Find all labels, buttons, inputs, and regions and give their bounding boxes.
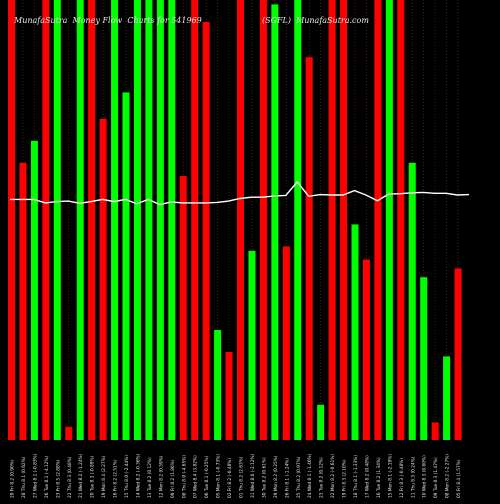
x-tick-label: 19 Mon 8.4 (2.27%) — [101, 455, 107, 498]
x-tick-label: 06 Tue 8.1 (-0.25%) — [204, 455, 210, 498]
bar-down — [179, 176, 187, 440]
x-tick-label: 26 Fri 8.1 (-1.24%) — [284, 458, 290, 498]
x-tick-label: 18 Thu 8.1 (-1.33%) — [353, 455, 359, 498]
bar-up — [317, 404, 325, 440]
x-tick-label: 07 Wed 8.4 (3.82%) — [193, 455, 199, 498]
bar-up — [214, 330, 222, 440]
x-tick-label: 01 Thu 8.2 (2.63%) — [239, 456, 245, 498]
x-tick-label: 19 Fri 8.3 (2.10%) — [342, 459, 348, 498]
bar-down — [42, 0, 50, 440]
chart-title: MunafaSutra Money Flow Charts for 541969 — [14, 16, 202, 25]
bar-down — [305, 57, 313, 440]
x-tick-label: 12 Mon 8.2 (0.59%) — [158, 455, 164, 498]
bar-up — [30, 140, 38, 441]
x-tick-label: 24 Wed 8.1 (-1.46%) — [307, 453, 313, 498]
bar-up — [133, 0, 141, 440]
bar-up — [420, 277, 428, 440]
x-tick-label: 14 Wed 8.2 (-0.36%) — [135, 453, 141, 498]
x-tick-label: 05 Mon 8.1 (-0.73%) — [216, 454, 222, 498]
bar-down — [259, 0, 267, 440]
x-tick-label: 02 Fri 8.2 (-0.48%) — [227, 458, 233, 498]
x-tick-label: 12 Fri 8.3 (-0.48%) — [399, 458, 405, 498]
x-tick-label: 22 Mon 8.2 (-0.61%) — [330, 454, 336, 498]
bar-down — [328, 0, 336, 440]
x-tick-label: 15 Mon 8.1 (-2.19%) — [387, 454, 393, 498]
bar-down — [19, 162, 27, 441]
bar-up — [443, 356, 451, 440]
bar-down — [191, 0, 199, 440]
bar-down — [99, 118, 107, 441]
bar-down — [431, 422, 439, 440]
x-tick-label: 27 Wed 8.1 (-0.83%) — [32, 453, 38, 498]
bar-down — [237, 0, 244, 440]
bar-down — [340, 0, 348, 440]
x-tick-label: 10 Wed 8.3 (0.00%) — [422, 455, 428, 498]
x-tick-label: 20 Tue 8.3 (-0.89%) — [90, 455, 96, 498]
bar-down — [362, 259, 370, 440]
x-tick-label: 09 Tue 8.3 (1.47%) — [433, 457, 439, 498]
bar-up — [168, 0, 176, 440]
bar-down — [8, 0, 15, 440]
price-line — [10, 180, 470, 206]
x-tick-label: 29 Mon 8.2 (0.25%) — [273, 455, 279, 498]
x-tick-label: 22 Thu 8.3 (0.48%) — [67, 456, 73, 498]
x-tick-label: 23 Fri 8.5 (2.88%) — [55, 459, 61, 498]
bar-up — [248, 250, 256, 440]
bar-up — [351, 224, 359, 440]
x-tick-label: 16 Fri 8.2 (2.51%) — [113, 459, 119, 498]
bar-up — [145, 0, 153, 440]
x-tick-label: 31 Wed 8.0 (-2.12%) — [250, 453, 256, 498]
x-tick-label: 28 Thu 8.1 (0.62%) — [21, 456, 27, 498]
bar-down — [397, 0, 405, 440]
bar-up — [53, 0, 61, 440]
bar-up — [111, 0, 119, 440]
x-tick-label: 17 Wed 8.2 (0.48%) — [364, 455, 370, 498]
x-tick-label: 05 Fri 8.4 (1.57%) — [456, 459, 462, 498]
bar-up — [408, 162, 416, 441]
x-tick-label: 16 Tue 8.2 (1.34%) — [376, 457, 382, 498]
x-tick-label: 11 Thu 8.3 (0.24%) — [410, 456, 416, 498]
bar-up — [385, 0, 393, 440]
x-tick-label: 08 Mon 8.2 (-2.27%) — [445, 454, 451, 498]
x-tick-label: 08 Thu 8.0 (-4.65%) — [181, 455, 187, 498]
bar-down — [282, 246, 290, 440]
bar-down — [88, 0, 96, 440]
x-tick-label: 29 Fri 8.2 (0.90%) — [10, 459, 16, 498]
x-tick-label: 30 Tue 8.2 (0.61%) — [261, 457, 267, 498]
bar-down — [454, 268, 462, 440]
x-tick-label: 15 Thu 8.0 (-2.44%) — [124, 455, 130, 498]
bar-down — [374, 0, 382, 440]
bar-up — [271, 4, 279, 441]
x-tick-label: 09 Fri 8.2 (1.86%) — [170, 459, 176, 498]
bar-up — [76, 0, 84, 440]
bar-down — [202, 22, 210, 440]
chart-subtitle: (SGFL) MunafaSutra.com — [262, 16, 369, 25]
bar-up — [122, 92, 130, 441]
bar-up — [156, 0, 164, 440]
bar-down — [225, 352, 233, 440]
x-tick-label: 23 Tue 8.2 (0.12%) — [319, 457, 325, 498]
bar-up — [294, 0, 302, 440]
x-tick-label: 25 Thu 8.2 (0.97%) — [296, 456, 302, 498]
bar-down — [65, 426, 73, 440]
x-tick-label: 13 Tue 8.2 (0.12%) — [147, 457, 153, 498]
x-tick-label: 21 Wed 8.2 (-1.24%) — [78, 453, 84, 498]
x-tick-label: 26 Tue 8.1 (-4.12%) — [44, 455, 50, 498]
